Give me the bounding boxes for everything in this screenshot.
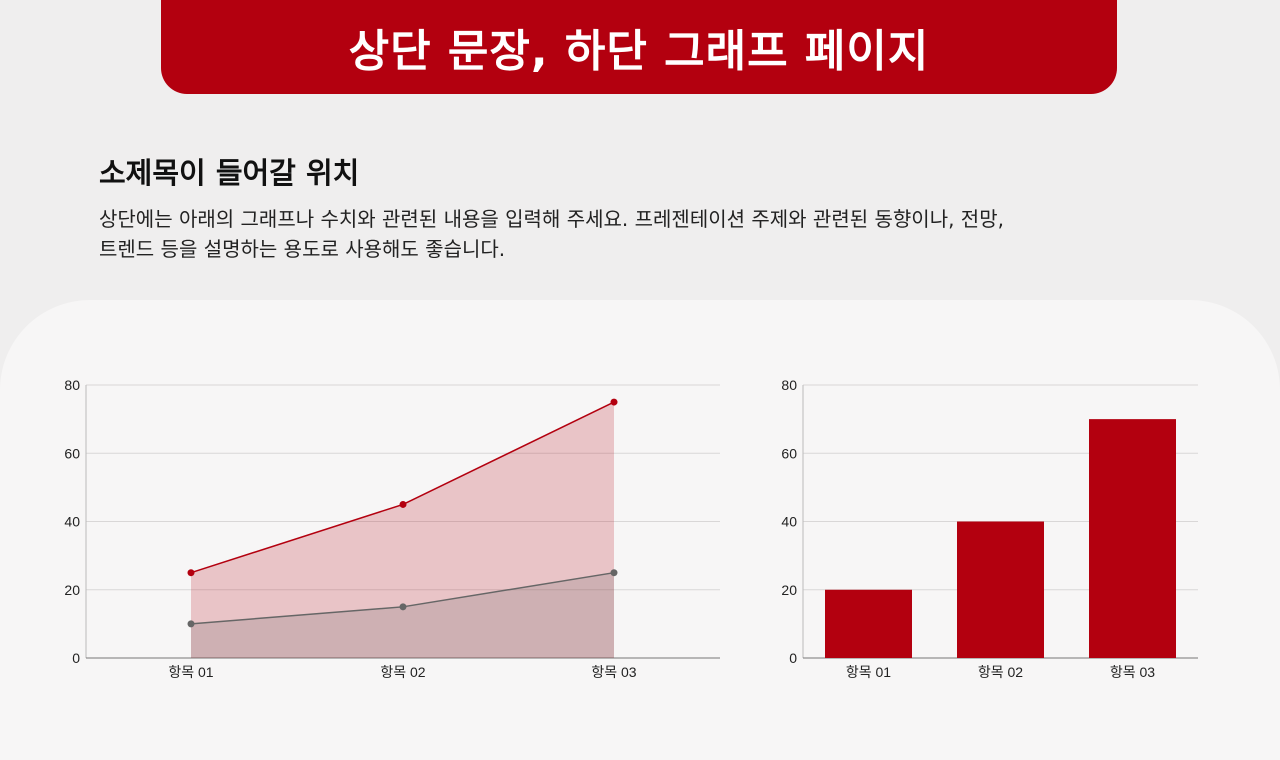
bar-chart-x-tick-label: 항목 03 <box>1110 664 1155 680</box>
bar-chart-y-tick-label: 80 <box>781 377 797 393</box>
area-series-2-fill <box>191 572 614 658</box>
bar-chart-y-tick-label: 0 <box>789 650 797 666</box>
bar-3 <box>1089 419 1176 658</box>
page-title: 상단 문장, 하단 그래프 페이지 <box>348 26 930 77</box>
area-chart-y-tick-label: 60 <box>64 445 80 461</box>
body-text: 상단에는 아래의 그래프나 수치와 관련된 내용을 입력해 주세요. 프레젠테이… <box>99 204 1199 264</box>
bar-chart-y-tick-label: 40 <box>781 514 797 530</box>
title-banner: 상단 문장, 하단 그래프 페이지 <box>161 0 1117 94</box>
chart-panel <box>0 300 1280 760</box>
subtitle: 소제목이 들어갈 위치 <box>99 156 360 190</box>
area-chart-y-tick-label: 20 <box>64 582 80 598</box>
area-series-1-point <box>610 398 618 406</box>
area-chart-y-tick-label: 0 <box>72 650 80 666</box>
body-line-2: 트렌드 등을 설명하는 용도로 사용해도 좋습니다. <box>99 237 506 261</box>
area-series-1-point <box>399 500 407 508</box>
bar-chart-y-tick-label: 20 <box>781 582 797 598</box>
area-series-2-point <box>399 603 407 611</box>
area-chart-y-tick-label: 40 <box>64 514 80 530</box>
bar-chart-x-tick-label: 항목 01 <box>846 664 891 680</box>
area-series-2-point <box>187 620 195 628</box>
bar-2 <box>957 521 1044 658</box>
bar-1 <box>825 589 912 658</box>
charts: 0 20 40 60 80 항목 01 항목 02 항목 03 0 20 40 60 80 항목 01 항목… <box>64 377 1198 680</box>
area-chart-x-tick-label: 항목 02 <box>380 664 425 680</box>
area-series-2-point <box>610 569 618 577</box>
area-chart-x-tick-label: 항목 03 <box>591 664 636 680</box>
area-chart-x-tick-label: 항목 01 <box>168 664 213 680</box>
body-line-1: 상단에는 아래의 그래프나 수치와 관련된 내용을 입력해 주세요. 프레젠테이… <box>99 207 1004 231</box>
bar-chart-y-tick-label: 60 <box>781 445 797 461</box>
area-chart-y-tick-label: 80 <box>64 377 80 393</box>
area-series-1-fill <box>191 402 614 658</box>
area-series-1-point <box>187 569 195 577</box>
bar-chart-x-tick-label: 항목 02 <box>978 664 1023 680</box>
